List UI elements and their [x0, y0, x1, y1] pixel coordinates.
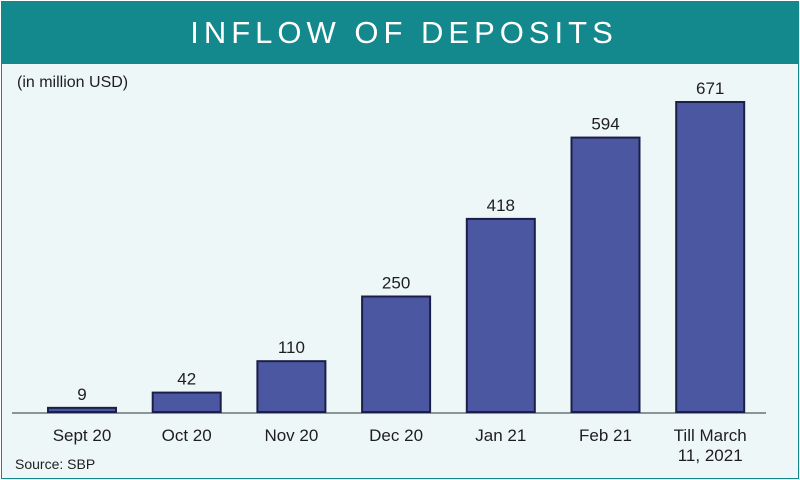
bar: [47, 406, 117, 414]
data-label: 250: [382, 274, 410, 293]
bar: [570, 136, 641, 414]
bar: [675, 101, 746, 413]
bar: [256, 360, 327, 413]
bar: [361, 295, 432, 413]
x-tick-label: Feb 21: [579, 426, 632, 445]
title-bar: INFLOW OF DEPOSITS: [2, 2, 798, 64]
x-tick-label: Till March: [674, 426, 747, 445]
data-label: 671: [696, 79, 724, 98]
x-tick-label: Dec 20: [369, 426, 423, 445]
data-label: 418: [487, 196, 515, 215]
x-tick-label: Oct 20: [162, 426, 212, 445]
source-note: Source: SBP: [15, 456, 96, 472]
x-tick-label: Sept 20: [53, 426, 112, 445]
data-label: 42: [177, 370, 196, 389]
data-label: 594: [591, 115, 619, 134]
x-tick-label: 11, 2021: [678, 446, 743, 465]
unit-note: (in million USD): [17, 74, 129, 91]
x-tick-label: Jan 21: [475, 426, 526, 445]
data-label: 110: [278, 338, 305, 357]
data-label: 9: [77, 385, 86, 404]
bar: [151, 391, 222, 414]
bar: [465, 217, 536, 413]
chart-title: INFLOW OF DEPOSITS: [190, 15, 618, 50]
x-tick-label: Nov 20: [264, 426, 318, 445]
